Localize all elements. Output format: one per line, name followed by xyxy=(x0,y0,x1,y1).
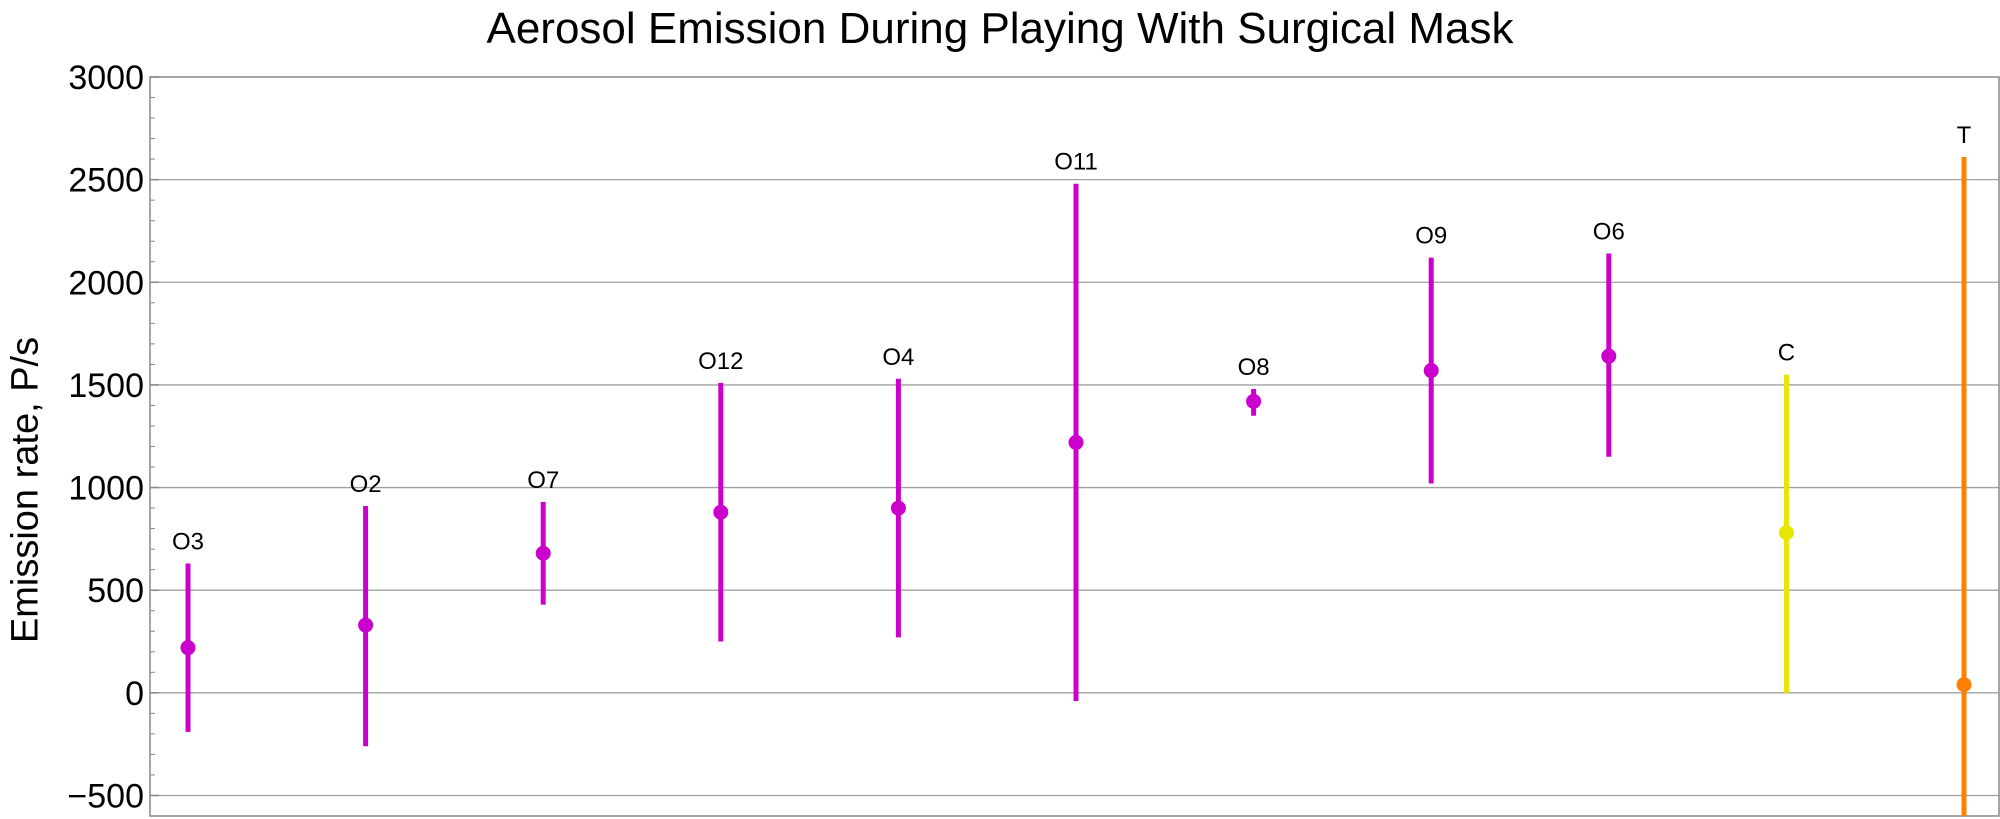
point-marker xyxy=(1601,348,1617,364)
y-tick-label: −500 xyxy=(67,777,144,815)
point-label: O7 xyxy=(527,467,559,494)
point-label: O6 xyxy=(1593,219,1625,246)
chart-title: Aerosol Emission During Playing With Sur… xyxy=(486,4,1514,53)
point-label: O4 xyxy=(882,344,914,371)
point-marker xyxy=(1956,677,1972,693)
point-marker xyxy=(358,617,374,633)
point-label: O11 xyxy=(1054,149,1098,176)
data-point-o3: O3 xyxy=(172,529,204,732)
point-label: O8 xyxy=(1238,354,1270,381)
y-axis-ticks: −500 0 500 1000 1500 2000 2500 3000 xyxy=(67,59,159,815)
y-tick-label: 1000 xyxy=(68,470,144,508)
point-marker xyxy=(1778,525,1794,541)
data-point-t: T xyxy=(1956,122,1972,816)
data-point-o12: O12 xyxy=(698,348,743,642)
y-tick-label: 2500 xyxy=(68,162,144,200)
y-tick-label: 1500 xyxy=(68,367,144,405)
point-marker xyxy=(1068,434,1084,450)
point-label: C xyxy=(1778,340,1795,367)
data-point-o6: O6 xyxy=(1593,219,1625,457)
data-point-o8: O8 xyxy=(1238,354,1270,416)
point-label: O12 xyxy=(698,348,743,375)
point-marker xyxy=(535,545,551,561)
data-points: O3 O2 O7 O12 O4 O11 O8 O9 O6 C T xyxy=(172,122,1972,816)
data-point-o9: O9 xyxy=(1415,223,1447,484)
point-marker xyxy=(713,504,729,520)
point-label: T xyxy=(1957,122,1972,149)
point-marker xyxy=(1246,393,1262,409)
y-tick-label: 2000 xyxy=(68,264,144,302)
y-tick-label: 500 xyxy=(87,572,144,610)
point-marker xyxy=(890,500,906,516)
point-marker xyxy=(180,640,196,656)
data-point-c: C xyxy=(1778,340,1795,693)
point-label: O9 xyxy=(1415,223,1447,250)
data-point-o2: O2 xyxy=(350,471,382,747)
data-point-o7: O7 xyxy=(527,467,559,605)
data-point-o4: O4 xyxy=(882,344,914,638)
point-label: O2 xyxy=(350,471,382,498)
y-tick-label: 0 xyxy=(125,675,144,713)
point-marker xyxy=(1423,363,1439,379)
point-label: O3 xyxy=(172,529,204,556)
y-tick-label: 3000 xyxy=(68,59,144,97)
data-point-o11: O11 xyxy=(1054,149,1098,702)
